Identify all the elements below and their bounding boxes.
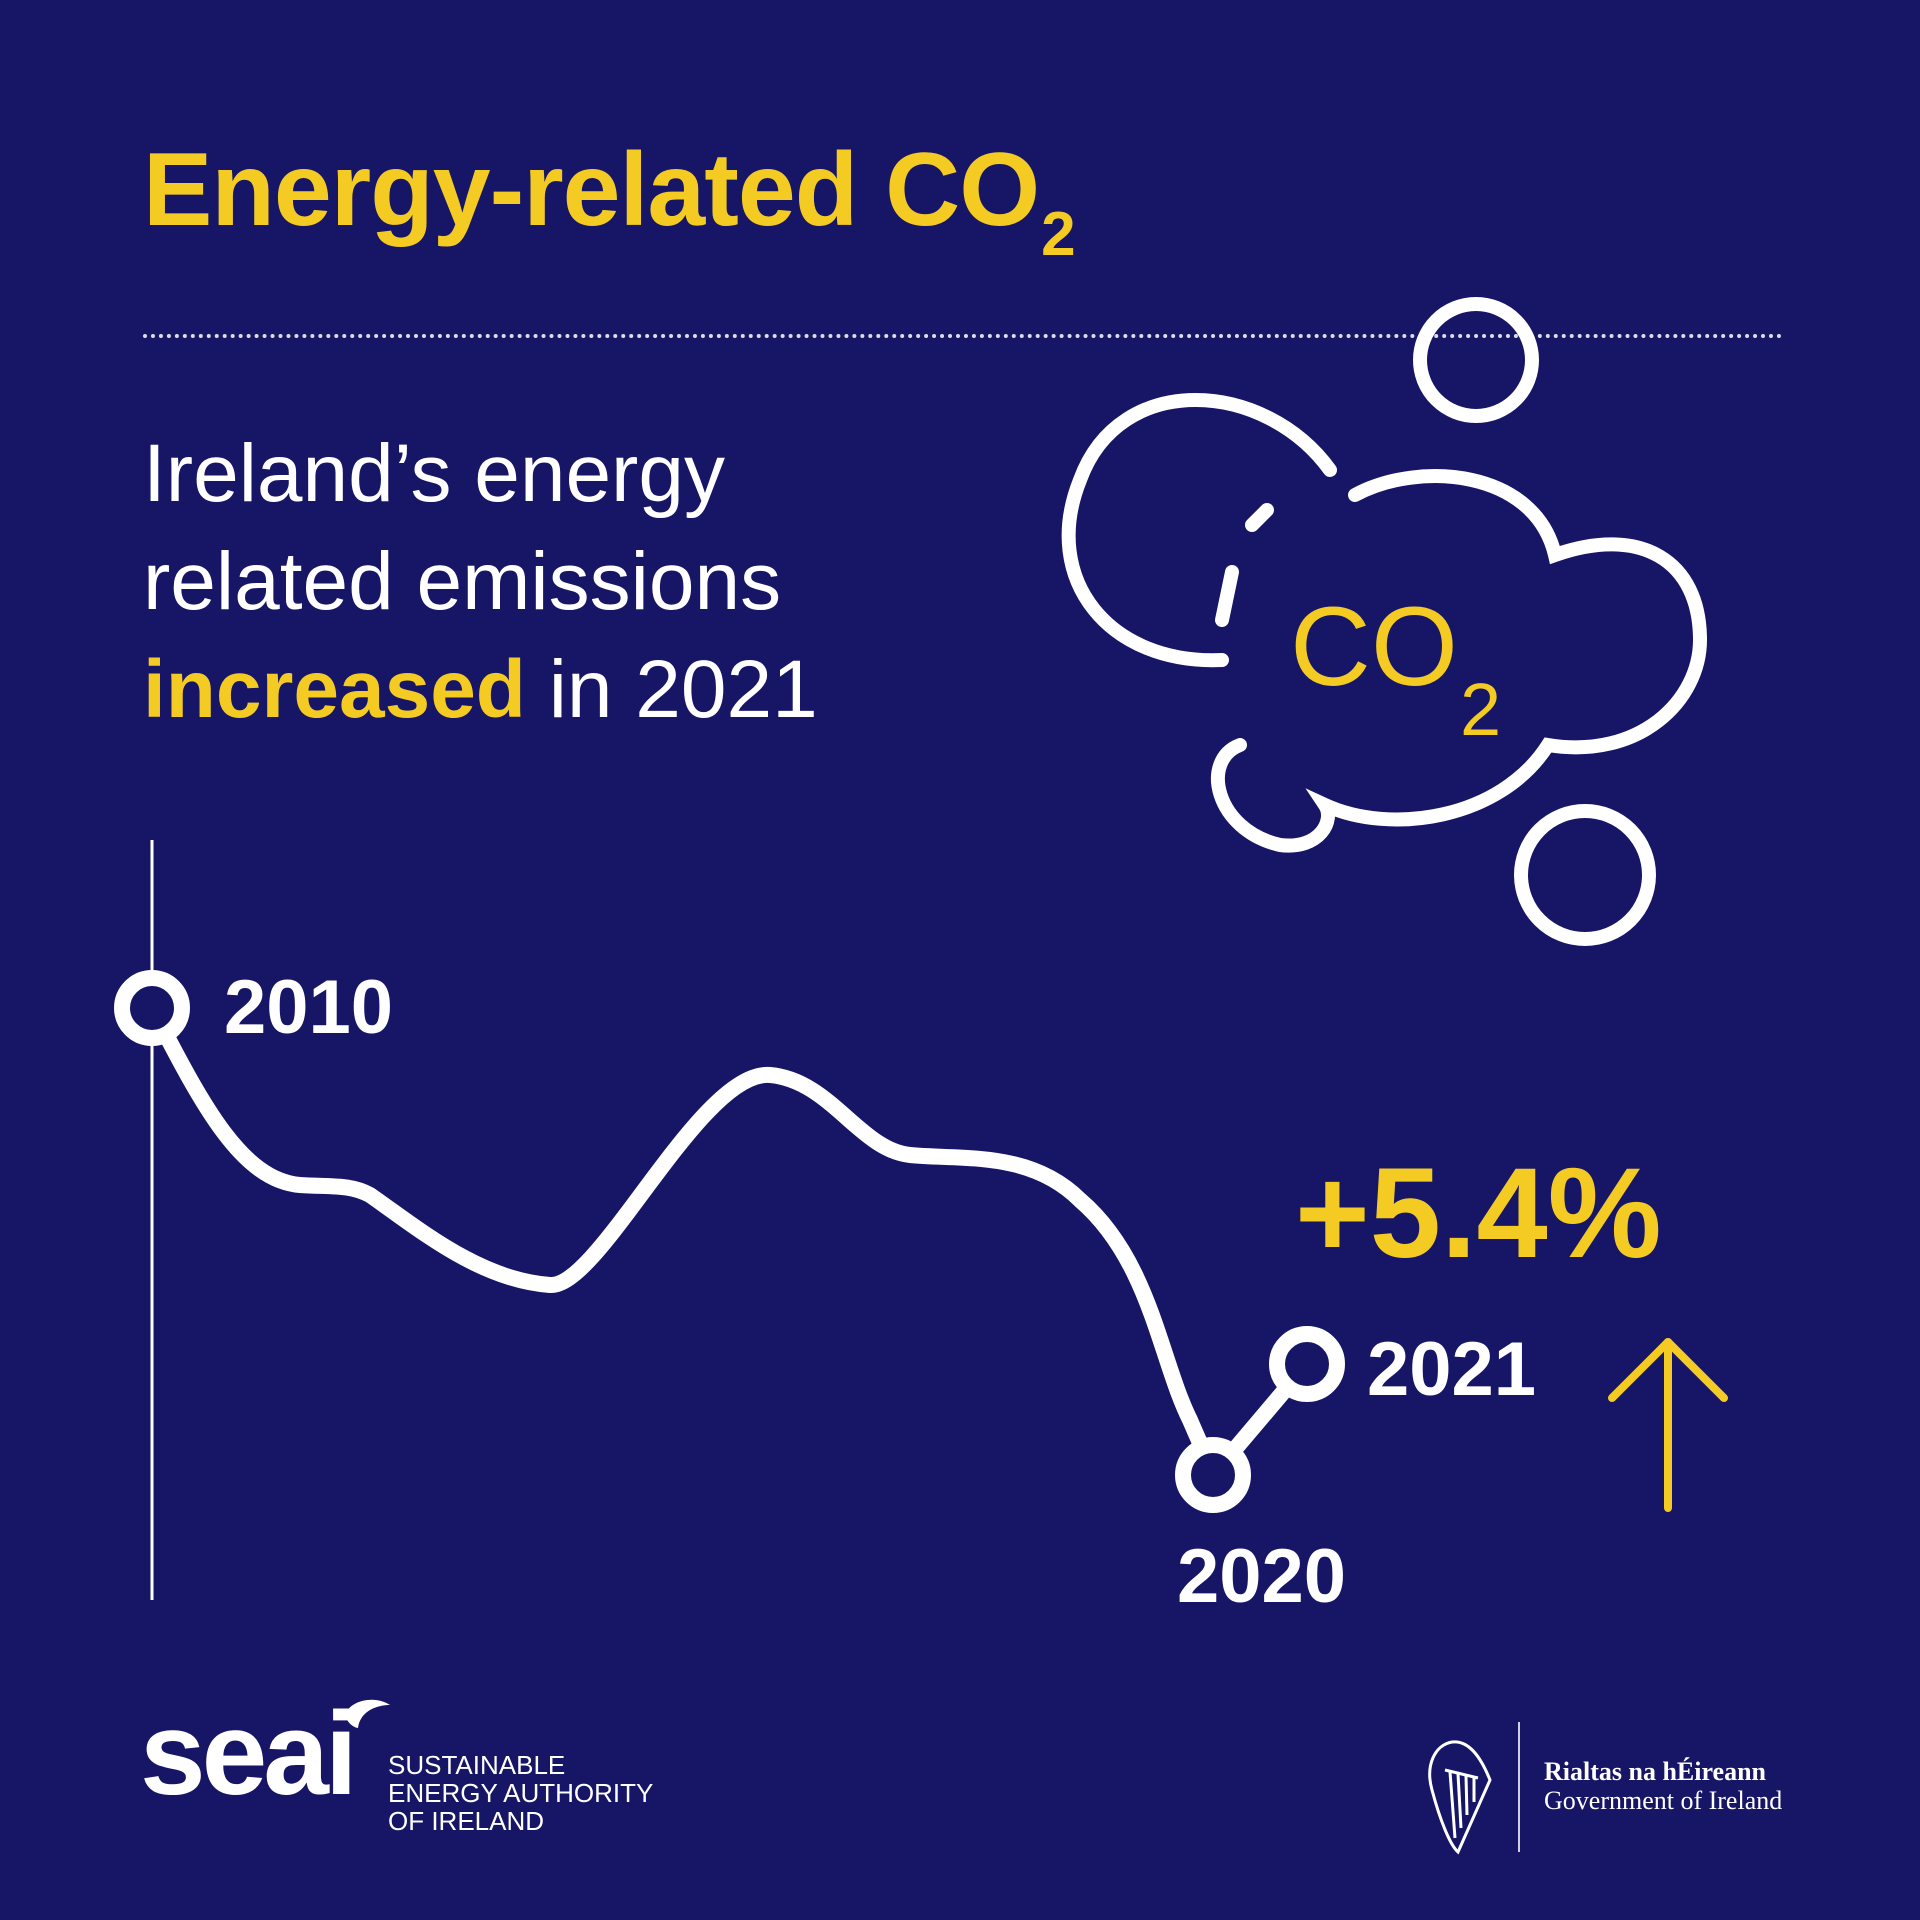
headline-highlight: increased xyxy=(143,644,526,735)
seai-full-name: SUSTAINABLE ENERGY AUTHORITY OF IRELAND xyxy=(388,1751,653,1835)
seai-name-line-1: SUSTAINABLE xyxy=(388,1750,566,1780)
cloud-outline-icon xyxy=(1061,393,1708,853)
seai-name-line-3: OF IRELAND xyxy=(388,1806,545,1836)
point-2021 xyxy=(1269,1326,1345,1402)
headline: Ireland’s energy related emissions incre… xyxy=(143,420,818,744)
bubble-top-icon xyxy=(1413,297,1539,423)
headline-line-2: related emissions xyxy=(143,536,782,627)
bubble-bottom-icon xyxy=(1514,804,1656,946)
gov-name-english: Government of Ireland xyxy=(1544,1786,1783,1815)
cloud-dash-icon xyxy=(1215,565,1239,627)
co2-icon-label: CO2 xyxy=(1290,584,1501,751)
title-subscript: 2 xyxy=(1041,200,1075,269)
gov-divider xyxy=(1518,1722,1520,1852)
up-arrow-icon xyxy=(1608,1338,1728,1512)
seai-name-line-2: ENERGY AUTHORITY xyxy=(388,1778,654,1808)
point-2010 xyxy=(114,970,190,1046)
co2-cloud-icon xyxy=(1061,297,1708,946)
year-label-2010: 2010 xyxy=(224,965,394,1050)
year-label-2020: 2020 xyxy=(1177,1534,1347,1619)
title-main: Energy-related CO xyxy=(143,132,1040,248)
headline-line-3: increased in 2021 xyxy=(143,636,818,744)
change-percentage: +5.4% xyxy=(1295,1142,1662,1285)
seai-logo: seai xyxy=(140,1688,358,1820)
year-label-2021: 2021 xyxy=(1367,1327,1537,1412)
point-2020 xyxy=(1175,1437,1251,1513)
page-title: Energy-related CO2 xyxy=(143,138,1076,266)
headline-line-3-rest: in 2021 xyxy=(525,644,818,735)
cloud-dash-icon xyxy=(1245,503,1274,532)
gov-name-irish: Rialtas na hÉireann xyxy=(1544,1757,1767,1786)
harp-icon xyxy=(1428,1740,1492,1855)
headline-line-1: Ireland’s energy xyxy=(143,428,725,519)
emissions-trend-line xyxy=(144,1000,1315,1483)
dotted-divider xyxy=(143,334,1783,338)
